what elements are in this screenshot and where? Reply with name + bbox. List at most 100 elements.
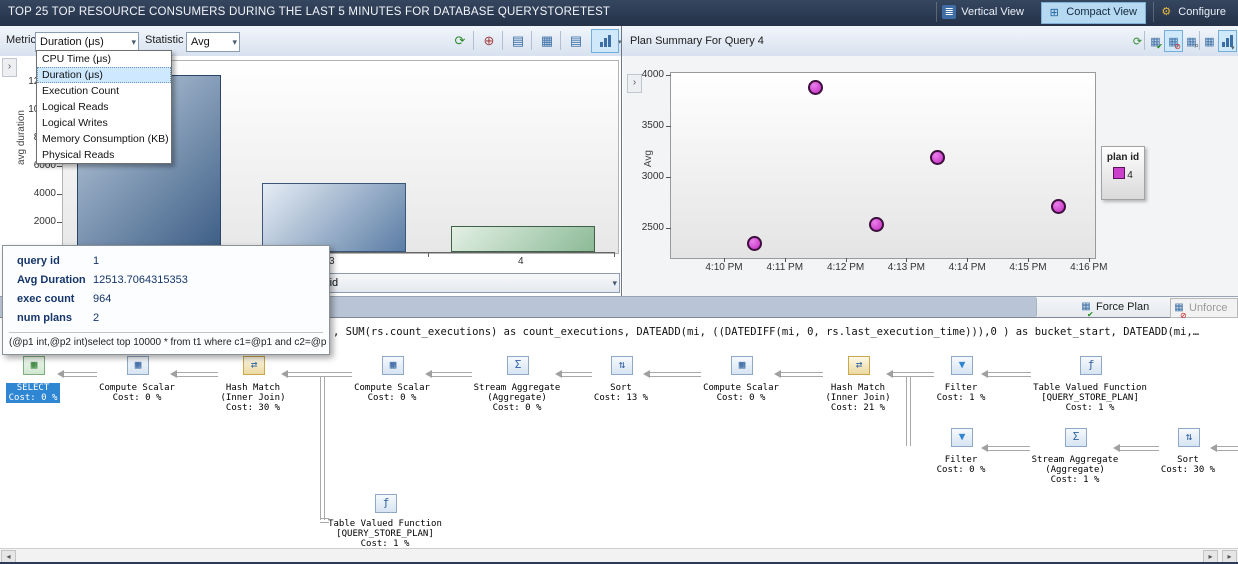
- plan-connector-arrowhead: [886, 370, 893, 378]
- tooltip-field: num plans 2: [17, 312, 100, 324]
- unforce-plan-icon[interactable]: ▦ ⊘: [1164, 30, 1183, 52]
- plan-connector: [64, 372, 97, 377]
- plan-data-point[interactable]: [747, 236, 763, 252]
- force-plan-icon[interactable]: ▦ ✔: [1150, 35, 1163, 52]
- metric-option[interactable]: CPU Time (μs): [42, 53, 112, 65]
- y-tick-label: 3000: [641, 171, 664, 182]
- plan-node-select[interactable]: SELECT Cost: 0 %: [0, 383, 123, 403]
- metric-option[interactable]: Duration (μs): [37, 67, 171, 83]
- x-tick-label: 4:16 PM: [1070, 262, 1108, 273]
- plan-connector: [988, 372, 1031, 377]
- plan-connector-arrowhead: [981, 444, 988, 452]
- plan-node-stream-aggregate[interactable]: Stream Aggregate (Aggregate) Cost: 1 %: [1031, 455, 1119, 485]
- force-plan-toolbar: ▦✔ Force Plan ▦⊘ Unforce Plan: [1036, 297, 1238, 332]
- metric-option[interactable]: Execution Count: [42, 85, 120, 97]
- hash-match-icon: ⇄: [243, 356, 265, 375]
- select-icon: ▦: [23, 356, 45, 375]
- filter-icon: ▼: [951, 428, 973, 447]
- chart-view-icon: [599, 35, 611, 47]
- plan-connector-arrowhead: [643, 370, 650, 378]
- plan-node-compute-scalar[interactable]: Compute Scalar Cost: 0 %: [703, 383, 779, 403]
- plan-id-legend: plan id 4: [1101, 146, 1145, 200]
- plan-node-hash-match[interactable]: Hash Match (Inner Join) Cost: 21 %: [825, 383, 891, 413]
- horizontal-scrollbar[interactable]: ◂ ▸ ▸: [0, 548, 1238, 562]
- plan-connector-arrowhead: [57, 370, 64, 378]
- plan-connector-arrowhead: [981, 370, 988, 378]
- scroll-right-button[interactable]: ▸: [1203, 550, 1218, 562]
- track-query-icon[interactable]: ⊕: [483, 33, 495, 48]
- collapse-left-pane-button[interactable]: ›: [2, 58, 17, 77]
- x-tick-label: 4:13 PM: [887, 262, 926, 273]
- toolbar-overflow-icon[interactable]: ▾: [1231, 45, 1235, 52]
- plan-data-point[interactable]: [1051, 198, 1067, 214]
- metric-option[interactable]: Memory Consumption (KB): [42, 133, 169, 145]
- plan-node-sort[interactable]: Sort Cost: 13 %: [593, 383, 649, 403]
- collapse-right-pane-button[interactable]: ›: [627, 74, 642, 93]
- metric-option[interactable]: Physical Reads: [42, 149, 115, 161]
- plan-data-point[interactable]: [808, 80, 824, 96]
- compute-scalar-icon: ▦: [127, 356, 149, 375]
- plan-node-table-valued-function[interactable]: Table Valued Function [QUERY_STORE_PLAN] C…: [1033, 383, 1147, 413]
- plan-connector: [988, 446, 1030, 451]
- plan-connector: [562, 372, 592, 377]
- plan-connector-arrowhead: [170, 370, 177, 378]
- tooltip-field: Avg Duration 12513.7064315353: [17, 274, 188, 286]
- tooltip-field: exec count 964: [17, 293, 112, 305]
- filter-icon: ▼: [951, 356, 973, 375]
- compute-scalar-icon: ▦: [731, 356, 753, 375]
- metric-option[interactable]: Logical Writes: [42, 117, 108, 129]
- plan-node-compute-scalar[interactable]: Compute Scalar Cost: 0 %: [354, 383, 430, 403]
- plan-connector-elbow: [906, 376, 911, 446]
- unforce-plan-button[interactable]: ▦⊘ Unforce Plan: [1170, 298, 1238, 332]
- plan-node-filter[interactable]: Filter Cost: 1 %: [936, 383, 986, 403]
- bar-query-3[interactable]: [262, 182, 406, 252]
- chart-view-icon[interactable]: [1218, 30, 1237, 52]
- chart-view-icon[interactable]: [591, 29, 619, 53]
- toolbar-overflow-icon[interactable]: ▾: [618, 39, 622, 46]
- plan-node-table-valued-function[interactable]: Table Valued Function [QUERY_STORE_PLAN] C…: [328, 519, 442, 549]
- grid-view-icon[interactable]: ▦: [1204, 35, 1215, 48]
- tvf-icon: ƒ: [375, 494, 397, 513]
- query-tooltip: (@p1 int,@p2 int)select top 10000 * from…: [2, 245, 330, 355]
- details-grid-icon[interactable]: ▤: [569, 33, 583, 48]
- y-tick-label: 4000: [33, 188, 56, 199]
- vertical-view-button[interactable]: ≣ Vertical View: [936, 2, 1032, 22]
- compare-plans-icon[interactable]: ▦ ⌕: [1186, 35, 1199, 51]
- vertical-view-icon: ≣: [942, 5, 957, 19]
- plan-data-point[interactable]: [929, 149, 945, 165]
- grid-view-icon[interactable]: ▦: [540, 33, 554, 48]
- configure-icon: ⚙: [1161, 6, 1172, 18]
- statistic-combobox[interactable]: Avg ▾: [186, 32, 240, 52]
- x-tick-label: 4:12 PM: [826, 262, 865, 273]
- plan-node-filter[interactable]: Filter Cost: 0 %: [936, 455, 986, 475]
- plan-node-sort[interactable]: Sort Cost: 30 %: [1160, 455, 1216, 475]
- plan-connector-arrowhead: [1210, 444, 1217, 452]
- x-tick-label: 4:11 PM: [766, 262, 804, 273]
- plan-connector-arrowhead: [425, 370, 432, 378]
- x-tick-label: 3: [329, 256, 335, 267]
- plan-data-point[interactable]: [869, 216, 884, 232]
- execution-plan-diagram: ▦ SELECT Cost: 0 % ▦ Compute Scalar Cost: 0 %…: [0, 346, 1238, 549]
- metric-option[interactable]: Logical Reads: [42, 101, 109, 113]
- x-tick-label: 4:10 PM: [705, 262, 743, 273]
- refresh-icon[interactable]: ⟳: [454, 33, 466, 48]
- compute-scalar-icon: ▦: [382, 356, 404, 375]
- bar-query-4[interactable]: [451, 226, 595, 252]
- compact-view-button[interactable]: ⊞ Compact View: [1041, 2, 1146, 24]
- scroll-left-button[interactable]: ◂: [1, 550, 16, 562]
- force-plan-button[interactable]: ▦ ✔ Force Plan: [1078, 298, 1149, 319]
- plan-connector: [650, 372, 701, 377]
- plan-connector: [432, 372, 472, 377]
- scroll-right-corner-button[interactable]: ▸: [1222, 550, 1237, 562]
- plan-node-stream-aggregate[interactable]: Stream Aggregate (Aggregate) Cost: 0 %: [473, 383, 561, 413]
- metric-combobox[interactable]: Duration (μs) ▾: [35, 32, 139, 52]
- x-tick-label: 4:15 PM: [1009, 262, 1047, 273]
- y-tick-label: 4000: [641, 69, 664, 80]
- refresh-icon[interactable]: ⟳: [1132, 35, 1143, 48]
- configure-button[interactable]: ⚙ Configure: [1153, 2, 1234, 22]
- plan-node-compute-scalar[interactable]: Compute Scalar Cost: 0 %: [99, 383, 175, 403]
- view-plan-icon[interactable]: ▤: [511, 33, 525, 48]
- plan-connector-elbow: [320, 376, 325, 520]
- plan-node-hash-match[interactable]: Hash Match (Inner Join) Cost: 30 %: [220, 383, 286, 413]
